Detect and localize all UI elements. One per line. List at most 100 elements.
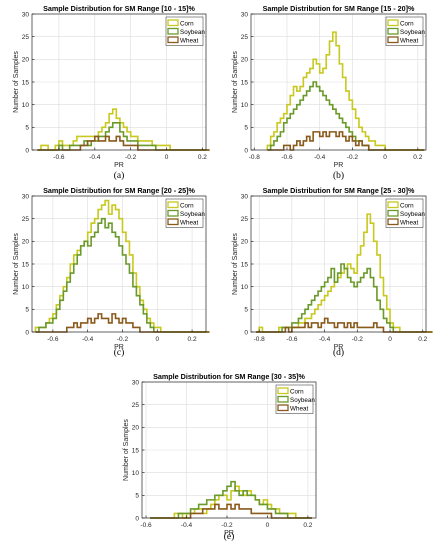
- x-tick-label: -0.6: [140, 522, 152, 529]
- histogram-series-corn: [266, 31, 425, 151]
- panel-caption: (a): [114, 170, 125, 181]
- y-tick-label: 20: [22, 57, 30, 64]
- y-tick-label: 10: [241, 102, 249, 109]
- x-tick-label: -0.8: [249, 154, 261, 161]
- y-tick-label: 25: [241, 216, 249, 223]
- legend-swatch-corn: [387, 19, 399, 27]
- x-axis-label: PR: [334, 344, 344, 351]
- y-tick-label: 20: [241, 239, 249, 246]
- y-tick-label: 5: [244, 307, 248, 314]
- x-axis-label: PR: [334, 162, 344, 169]
- y-tick-label: 30: [22, 193, 30, 200]
- y-tick-label: 0: [244, 147, 248, 154]
- y-tick-label: 5: [244, 125, 248, 132]
- legend-label-soybean: Soybean: [290, 397, 315, 404]
- x-tick-label: -0.6: [281, 154, 293, 161]
- y-tick-label: 25: [22, 34, 30, 41]
- legend-box: [275, 384, 314, 414]
- x-tick-label: 0: [383, 154, 387, 161]
- y-tick-label: 20: [132, 425, 140, 432]
- y-tick-label: 5: [25, 307, 29, 314]
- y-tick-label: 0: [25, 329, 29, 336]
- x-tick-label: 0.2: [418, 336, 427, 343]
- x-tick-label: -0.2: [347, 154, 359, 161]
- x-tick-label: 0.2: [198, 154, 207, 161]
- x-tick-label: -0.8: [254, 336, 266, 343]
- x-tick-label: -0.6: [53, 154, 65, 161]
- histogram-series-soybean: [255, 263, 433, 333]
- legend-swatch-wheat: [387, 36, 399, 44]
- y-tick-label: 0: [135, 515, 139, 522]
- legend-swatch-soybean: [387, 209, 399, 217]
- x-tick-label: 0.2: [413, 154, 422, 161]
- histogram-series-soybean: [150, 480, 312, 519]
- legend-label-soybean: Soybean: [400, 29, 425, 36]
- y-tick-label: 15: [241, 261, 249, 268]
- y-tick-label: 10: [22, 284, 30, 291]
- y-tick-label: 10: [241, 284, 249, 291]
- legend-swatch-wheat: [167, 36, 179, 44]
- x-tick-label: -0.4: [82, 336, 94, 343]
- y-tick-label: 15: [22, 261, 30, 268]
- legend-box: [165, 198, 204, 228]
- legend-swatch-wheat: [167, 218, 179, 226]
- y-tick-label: 0: [244, 329, 248, 336]
- x-tick-label: -0.4: [181, 522, 193, 529]
- x-axis-label: PR: [224, 530, 234, 537]
- panel-caption: (c): [114, 347, 125, 358]
- y-tick-label: 5: [25, 125, 29, 132]
- y-tick-label: 30: [132, 379, 140, 386]
- y-axis-label: Number of Samples: [123, 419, 130, 481]
- x-tick-label: -0.2: [125, 154, 137, 161]
- x-tick-label: -0.6: [47, 336, 59, 343]
- legend-label-corn: Corn: [180, 20, 194, 27]
- legend-label-wheat: Wheat: [180, 37, 198, 44]
- legend-swatch-wheat: [277, 404, 289, 412]
- x-tick-label: 0.2: [303, 522, 312, 529]
- legend-swatch-corn: [277, 387, 289, 395]
- legend-label-soybean: Soybean: [400, 211, 425, 218]
- legend-swatch-soybean: [277, 395, 289, 403]
- legend-label-wheat: Wheat: [290, 405, 308, 412]
- panel-caption: (b): [333, 170, 344, 181]
- x-tick-label: -0.6: [286, 336, 298, 343]
- chart-panel-1: -0.6 -0.4 -0.2 0 0.2 0 5 10 15 20 25 30 Sample Distr…: [13, 4, 210, 181]
- x-tick-label: 0: [155, 336, 159, 343]
- x-axis-label: PR: [114, 162, 124, 169]
- y-tick-label: 5: [135, 493, 139, 500]
- y-tick-label: 25: [132, 402, 140, 409]
- y-axis-label: Number of Samples: [13, 233, 20, 295]
- y-tick-label: 10: [22, 102, 30, 109]
- x-tick-label: -0.2: [221, 522, 233, 529]
- legend-swatch-soybean: [387, 27, 399, 35]
- legend-swatch-corn: [387, 201, 399, 209]
- y-tick-label: 25: [22, 216, 30, 223]
- chart-title: Sample Distribution for SM Range [25 - 3…: [263, 186, 415, 195]
- y-tick-label: 30: [241, 193, 249, 200]
- y-tick-label: 20: [241, 57, 249, 64]
- y-tick-label: 15: [241, 79, 249, 86]
- x-tick-label: -0.2: [117, 336, 129, 343]
- legend-box: [385, 16, 424, 46]
- y-tick-label: 30: [241, 11, 249, 18]
- legend-swatch-soybean: [167, 209, 179, 217]
- y-tick-label: 10: [132, 470, 140, 477]
- x-tick-label: -0.4: [319, 336, 331, 343]
- y-tick-label: 0: [25, 147, 29, 154]
- x-axis-label: PR: [114, 344, 124, 351]
- legend-label-wheat: Wheat: [400, 219, 418, 226]
- legend-swatch-soybean: [167, 27, 179, 35]
- legend-box: [385, 198, 424, 228]
- legend-label-corn: Corn: [180, 202, 194, 209]
- x-tick-label: -0.4: [89, 154, 101, 161]
- chart-title: Sample Distribution for SM Range [30 - 3…: [153, 372, 305, 381]
- y-axis-label: Number of Samples: [13, 51, 20, 113]
- panel-caption: (e): [224, 531, 235, 542]
- y-axis-label: Number of Samples: [232, 233, 239, 295]
- x-tick-label: 0: [266, 522, 270, 529]
- chart-title: Sample Distribution for SM Range [20 - 2…: [43, 186, 195, 195]
